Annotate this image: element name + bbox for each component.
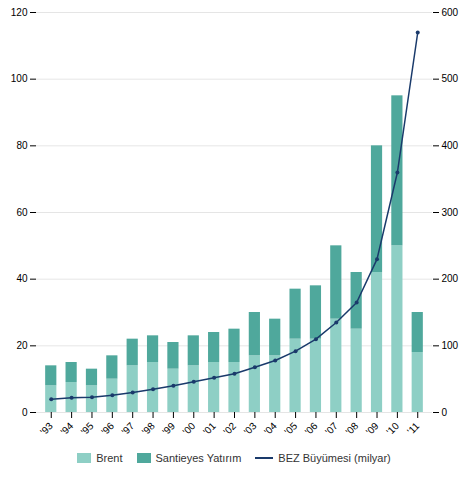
svg-text:100: 100 (442, 340, 459, 351)
svg-text:0: 0 (442, 407, 448, 418)
svg-text:'96: '96 (99, 420, 116, 437)
html-text:Brent: Brent (96, 452, 123, 464)
svg-text:'93: '93 (38, 420, 55, 437)
svg-text:100: 100 (11, 73, 28, 84)
svg-text:0: 0 (22, 407, 28, 418)
svg-text:400: 400 (442, 140, 459, 151)
svg-text:'11: '11 (405, 420, 422, 437)
svg-text:200: 200 (442, 273, 459, 284)
svg-text:'98: '98 (140, 420, 157, 437)
svg-text:500: 500 (442, 73, 459, 84)
svg-text:'00: '00 (180, 420, 197, 437)
svg-text:'05: '05 (282, 420, 299, 437)
svg-text:60: 60 (16, 207, 28, 218)
svg-text:'01: '01 (201, 420, 218, 437)
svg-text:120: 120 (11, 7, 28, 18)
html-text:BEZ Büyümesi (milyar): BEZ Büyümesi (milyar) (278, 452, 391, 464)
svg-text:20: 20 (16, 340, 28, 351)
svg-text:'09: '09 (364, 420, 381, 437)
svg-text:'08: '08 (343, 420, 360, 437)
svg-text:600: 600 (442, 7, 459, 18)
svg-text:'10: '10 (384, 420, 401, 437)
svg-text:'02: '02 (221, 420, 238, 437)
svg-text:80: 80 (16, 140, 28, 151)
svg-text:'04: '04 (262, 420, 279, 437)
svg-text:'97: '97 (119, 420, 136, 437)
svg-text:'99: '99 (160, 420, 177, 437)
svg-text:'06: '06 (303, 420, 320, 437)
html-text:Santieyes Yatırım: Santieyes Yatırım (155, 452, 242, 464)
svg-text:300: 300 (442, 207, 459, 218)
svg-text:'03: '03 (242, 420, 259, 437)
svg-text:40: 40 (16, 273, 28, 284)
svg-text:'95: '95 (79, 420, 96, 437)
svg-text:'07: '07 (323, 420, 340, 437)
svg-text:'94: '94 (58, 420, 75, 437)
